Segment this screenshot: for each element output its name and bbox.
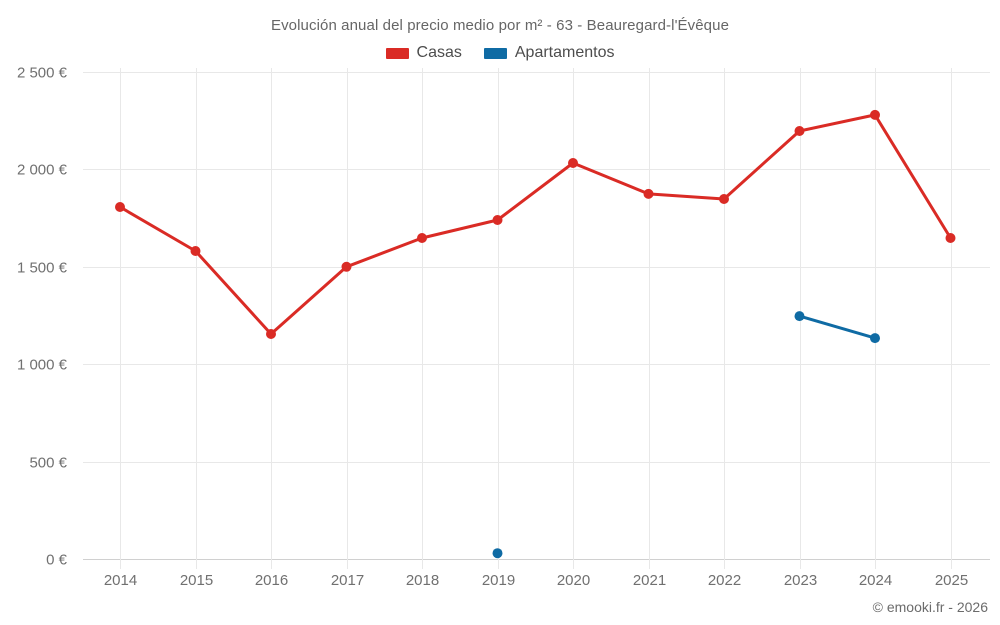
data-point[interactable] (870, 333, 880, 344)
data-point[interactable] (492, 548, 503, 559)
data-point[interactable] (417, 233, 427, 243)
data-point[interactable] (190, 246, 201, 256)
legend-label-casas: Casas (416, 44, 462, 61)
data-point[interactable] (794, 311, 805, 322)
copyright-credit: © emooki.fr - 2026 (872, 599, 988, 615)
gridlines-horizontal (83, 72, 990, 560)
data-point[interactable] (643, 188, 654, 199)
series-lines (118, 113, 952, 340)
y-tick-label: 0 € (46, 552, 68, 569)
data-point[interactable] (568, 158, 578, 168)
legend-item-apartamentos[interactable]: Apartamentos (483, 44, 615, 62)
data-point[interactable] (115, 202, 125, 212)
x-tick-label: 2017 (331, 572, 364, 589)
y-tick-label: 500 € (29, 455, 67, 472)
x-tick-label: 2022 (708, 572, 741, 589)
data-point[interactable] (492, 215, 503, 225)
legend-label-apartamentos: Apartamentos (514, 44, 615, 61)
y-tick-label: 1 000 € (17, 357, 68, 374)
x-tick-label: 2021 (633, 572, 666, 589)
chart-title: Evolución anual del precio medio por m² … (270, 17, 730, 34)
series-line-apartamentos (798, 314, 877, 340)
legend-item-casas[interactable]: Casas (385, 44, 462, 62)
series-line-casas (118, 113, 952, 336)
x-tick-label: 2025 (935, 572, 968, 589)
gridlines-vertical (120, 68, 952, 569)
legend-swatch-apartamentos (483, 47, 507, 59)
y-tick-label: 2 500 € (17, 65, 68, 82)
x-axis-tick-labels: 2014 2015 2016 2017 2018 2019 2020 2021 2022 2023… (104, 572, 968, 589)
series-points (115, 109, 956, 559)
x-tick-label: 2023 (784, 572, 817, 589)
x-tick-label: 2019 (482, 572, 515, 589)
legend-swatch-casas (385, 47, 409, 59)
x-tick-label: 2020 (557, 572, 590, 589)
data-point[interactable] (341, 261, 352, 272)
y-tick-label: 2 000 € (17, 162, 68, 179)
x-tick-label: 2016 (255, 572, 288, 589)
data-point[interactable] (719, 194, 729, 204)
x-tick-label: 2018 (406, 572, 439, 589)
data-point[interactable] (794, 126, 805, 136)
y-axis-tick-labels: 0 € 500 € 1 000 € 1 500 € 2 000 € 2 500 € (17, 65, 68, 569)
data-point[interactable] (870, 109, 880, 120)
data-point[interactable] (945, 233, 956, 243)
x-tick-label: 2015 (180, 572, 213, 589)
chart-legend: Casas Apartamentos (0, 44, 1000, 62)
data-point[interactable] (266, 329, 276, 339)
x-tick-label: 2024 (859, 572, 892, 589)
y-tick-label: 1 500 € (17, 260, 68, 277)
x-tick-label: 2014 (104, 572, 137, 589)
